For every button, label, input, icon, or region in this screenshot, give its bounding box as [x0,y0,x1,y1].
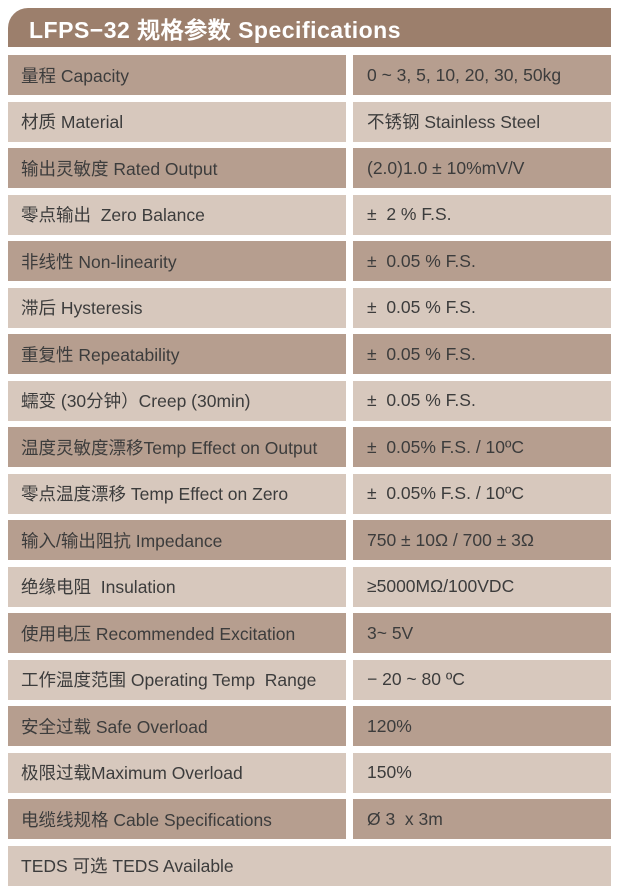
spec-row: 温度灵敏度漂移Temp Effect on Output ± 0.05% F.S.… [8,427,611,467]
spec-label-cell: 温度灵敏度漂移Temp Effect on Output [8,427,346,467]
spec-label-cell: 蠕变 (30分钟）Creep (30min) [8,380,346,421]
spec-value-cell: 150% [353,752,611,793]
spec-table: 量程 Capacity 0 ~ 3, 5, 10, 20, 30, 50kg 材质 … [8,55,611,892]
spec-value-cell: 不锈钢 Stainless Steel [353,101,611,142]
spec-row: 极限过载Maximum Overload 150% [8,752,611,793]
spec-row: 蠕变 (30分钟）Creep (30min) ± 0.05 % F.S. [8,380,611,421]
spec-row: 零点输出 Zero Balance ± 2 % F.S. [8,194,611,235]
spec-row: 重复性 Repeatability ± 0.05 % F.S. [8,334,611,374]
spec-label-cell: 量程 Capacity [8,55,346,95]
spec-label-cell: 极限过载Maximum Overload [8,752,346,793]
spec-value-cell: 3~ 5V [353,613,611,653]
spec-label-cell: 绝缘电阻 Insulation [8,566,346,607]
title-bar: LFPS−32 规格参数 Specifications [8,8,611,47]
spec-value-cell: 750 ± 10Ω / 700 ± 3Ω [353,520,611,560]
page-title: LFPS−32 规格参数 Specifications [29,16,402,43]
spec-row: 输入/输出阻抗 Impedance 750 ± 10Ω / 700 ± 3Ω [8,520,611,560]
spec-value-cell: ± 0.05% F.S. / 10ºC [353,473,611,514]
spec-value-cell: ± 2 % F.S. [353,194,611,235]
spec-label-cell: 零点温度漂移 Temp Effect on Zero [8,473,346,514]
spec-value-cell: ± 0.05 % F.S. [353,334,611,374]
spec-row: TEDS 可选 TEDS Available [8,845,611,886]
spec-row: 使用电压 Recommended Excitation 3~ 5V [8,613,611,653]
spec-label-cell: 材质 Material [8,101,346,142]
spec-full-label-cell: TEDS 可选 TEDS Available [8,845,611,886]
spec-value-cell: 0 ~ 3, 5, 10, 20, 30, 50kg [353,55,611,95]
spec-row: 绝缘电阻 Insulation ≥5000MΩ/100VDC [8,566,611,607]
spec-label-cell: 安全过载 Safe Overload [8,706,346,746]
spec-label-cell: 工作温度范围 Operating Temp Range [8,659,346,700]
spec-row: 滞后 Hysteresis ± 0.05 % F.S. [8,287,611,328]
spec-value-cell: ± 0.05 % F.S. [353,287,611,328]
spec-label-cell: 零点输出 Zero Balance [8,194,346,235]
spec-row: 工作温度范围 Operating Temp Range − 20 ~ 80 ºC [8,659,611,700]
spec-value-cell: Ø 3 x 3m [353,799,611,839]
spec-label-cell: 输出灵敏度 Rated Output [8,148,346,188]
spec-label-cell: 输入/输出阻抗 Impedance [8,520,346,560]
spec-row: 零点温度漂移 Temp Effect on Zero ± 0.05% F.S. /… [8,473,611,514]
spec-label-cell: 使用电压 Recommended Excitation [8,613,346,653]
spec-value-cell: 120% [353,706,611,746]
spec-value-cell: ± 0.05 % F.S. [353,380,611,421]
spec-label-cell: 非线性 Non-linearity [8,241,346,281]
spec-row: 材质 Material 不锈钢 Stainless Steel [8,101,611,142]
spec-label-cell: 重复性 Repeatability [8,334,346,374]
spec-row: 电缆线规格 Cable Specifications Ø 3 x 3m [8,799,611,839]
spec-row: 输出灵敏度 Rated Output (2.0)1.0 ± 10%mV/V [8,148,611,188]
spec-row: 安全过载 Safe Overload 120% [8,706,611,746]
spec-row: 量程 Capacity 0 ~ 3, 5, 10, 20, 30, 50kg [8,55,611,95]
spec-value-cell: ≥5000MΩ/100VDC [353,566,611,607]
spec-value-cell: − 20 ~ 80 ºC [353,659,611,700]
spec-label-cell: 电缆线规格 Cable Specifications [8,799,346,839]
spec-row: 非线性 Non-linearity ± 0.05 % F.S. [8,241,611,281]
spec-label-cell: 滞后 Hysteresis [8,287,346,328]
spec-value-cell: (2.0)1.0 ± 10%mV/V [353,148,611,188]
spec-value-cell: ± 0.05 % F.S. [353,241,611,281]
spec-value-cell: ± 0.05% F.S. / 10ºC [353,427,611,467]
